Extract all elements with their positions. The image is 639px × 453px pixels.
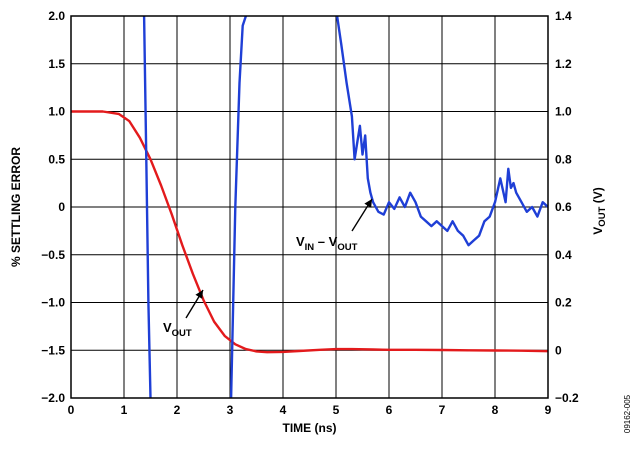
left-y-tick-label: 1.0: [48, 105, 65, 119]
vout-label-sub-2: OUT: [337, 242, 357, 253]
right-y-axis-title-main: V: [591, 227, 605, 235]
x-tick-label: 4: [280, 403, 287, 417]
tick-labels: 0 1 2 3 4 5 6 7 8 9 2.0 1.5 1.0 0.5 0 −0.5 −1.0 −1.5 −2.0 1…: [41, 9, 579, 417]
x-tick-label: 6: [386, 403, 393, 417]
x-tick-label: 8: [492, 403, 499, 417]
right-y-tick-label: 0.4: [555, 248, 572, 262]
left-y-tick-label: 0.5: [48, 152, 65, 166]
right-y-tick-label: 0.8: [555, 152, 572, 166]
vout-label: VOUT: [163, 320, 192, 339]
right-y-tick-label: 0: [555, 343, 562, 357]
vout-label-main: V: [163, 320, 172, 335]
x-tick-label: 2: [174, 403, 181, 417]
right-y-tick-label: 1.0: [555, 105, 572, 119]
grid-lines: [71, 16, 548, 398]
left-y-tick-label: 2.0: [48, 9, 65, 23]
right-y-axis-title: VOUT (V): [591, 187, 608, 234]
x-tick-label: 0: [68, 403, 75, 417]
right-y-tick-label: 0.2: [555, 296, 572, 310]
right-y-axis-title-sub: OUT: [597, 206, 608, 226]
vin-minus-vout-label: VIN – VOUT: [296, 234, 358, 253]
left-y-tick-label: 1.5: [48, 57, 65, 71]
plot-frame: [70, 15, 549, 399]
vin-minus-vout-arrow-head: [364, 199, 372, 208]
series-layer: [71, 16, 548, 398]
left-y-tick-label: −2.0: [41, 391, 65, 405]
right-y-tick-label: 1.4: [555, 9, 572, 23]
x-tick-label: 5: [333, 403, 340, 417]
x-axis-title: TIME (ns): [283, 421, 337, 435]
x-tick-label: 7: [439, 403, 446, 417]
vin-minus-vout-annotation: VIN – VOUT: [296, 198, 373, 253]
vin-label-sub: IN: [305, 242, 315, 253]
x-tick-label: 9: [545, 403, 552, 417]
vout-label-sub: OUT: [172, 328, 192, 339]
figure-id: 09162-005: [623, 394, 632, 433]
vout-annotation: VOUT: [163, 289, 204, 339]
right-y-axis-title-unit: (V): [591, 187, 605, 206]
vin-label-main: V: [296, 234, 305, 249]
left-y-axis-title: % SETTLING ERROR: [9, 147, 23, 267]
right-y-tick-label: 0.6: [555, 200, 572, 214]
vout-label-main-2: V: [329, 234, 338, 249]
left-y-tick-label: 0: [58, 200, 65, 214]
x-tick-label: 3: [227, 403, 234, 417]
vout-arrow-head: [195, 290, 203, 299]
right-y-tick-label: 1.2: [555, 57, 572, 71]
x-tick-label: 1: [121, 403, 128, 417]
left-y-tick-label: −1.0: [41, 296, 65, 310]
right-y-tick-label: −0.2: [555, 391, 579, 405]
vin-minus-vout-series-line: [142, 16, 548, 398]
left-y-tick-label: −0.5: [41, 248, 65, 262]
vout-series-line: [71, 110, 548, 354]
minus-label: –: [314, 234, 328, 249]
left-y-tick-label: −1.5: [41, 343, 65, 357]
